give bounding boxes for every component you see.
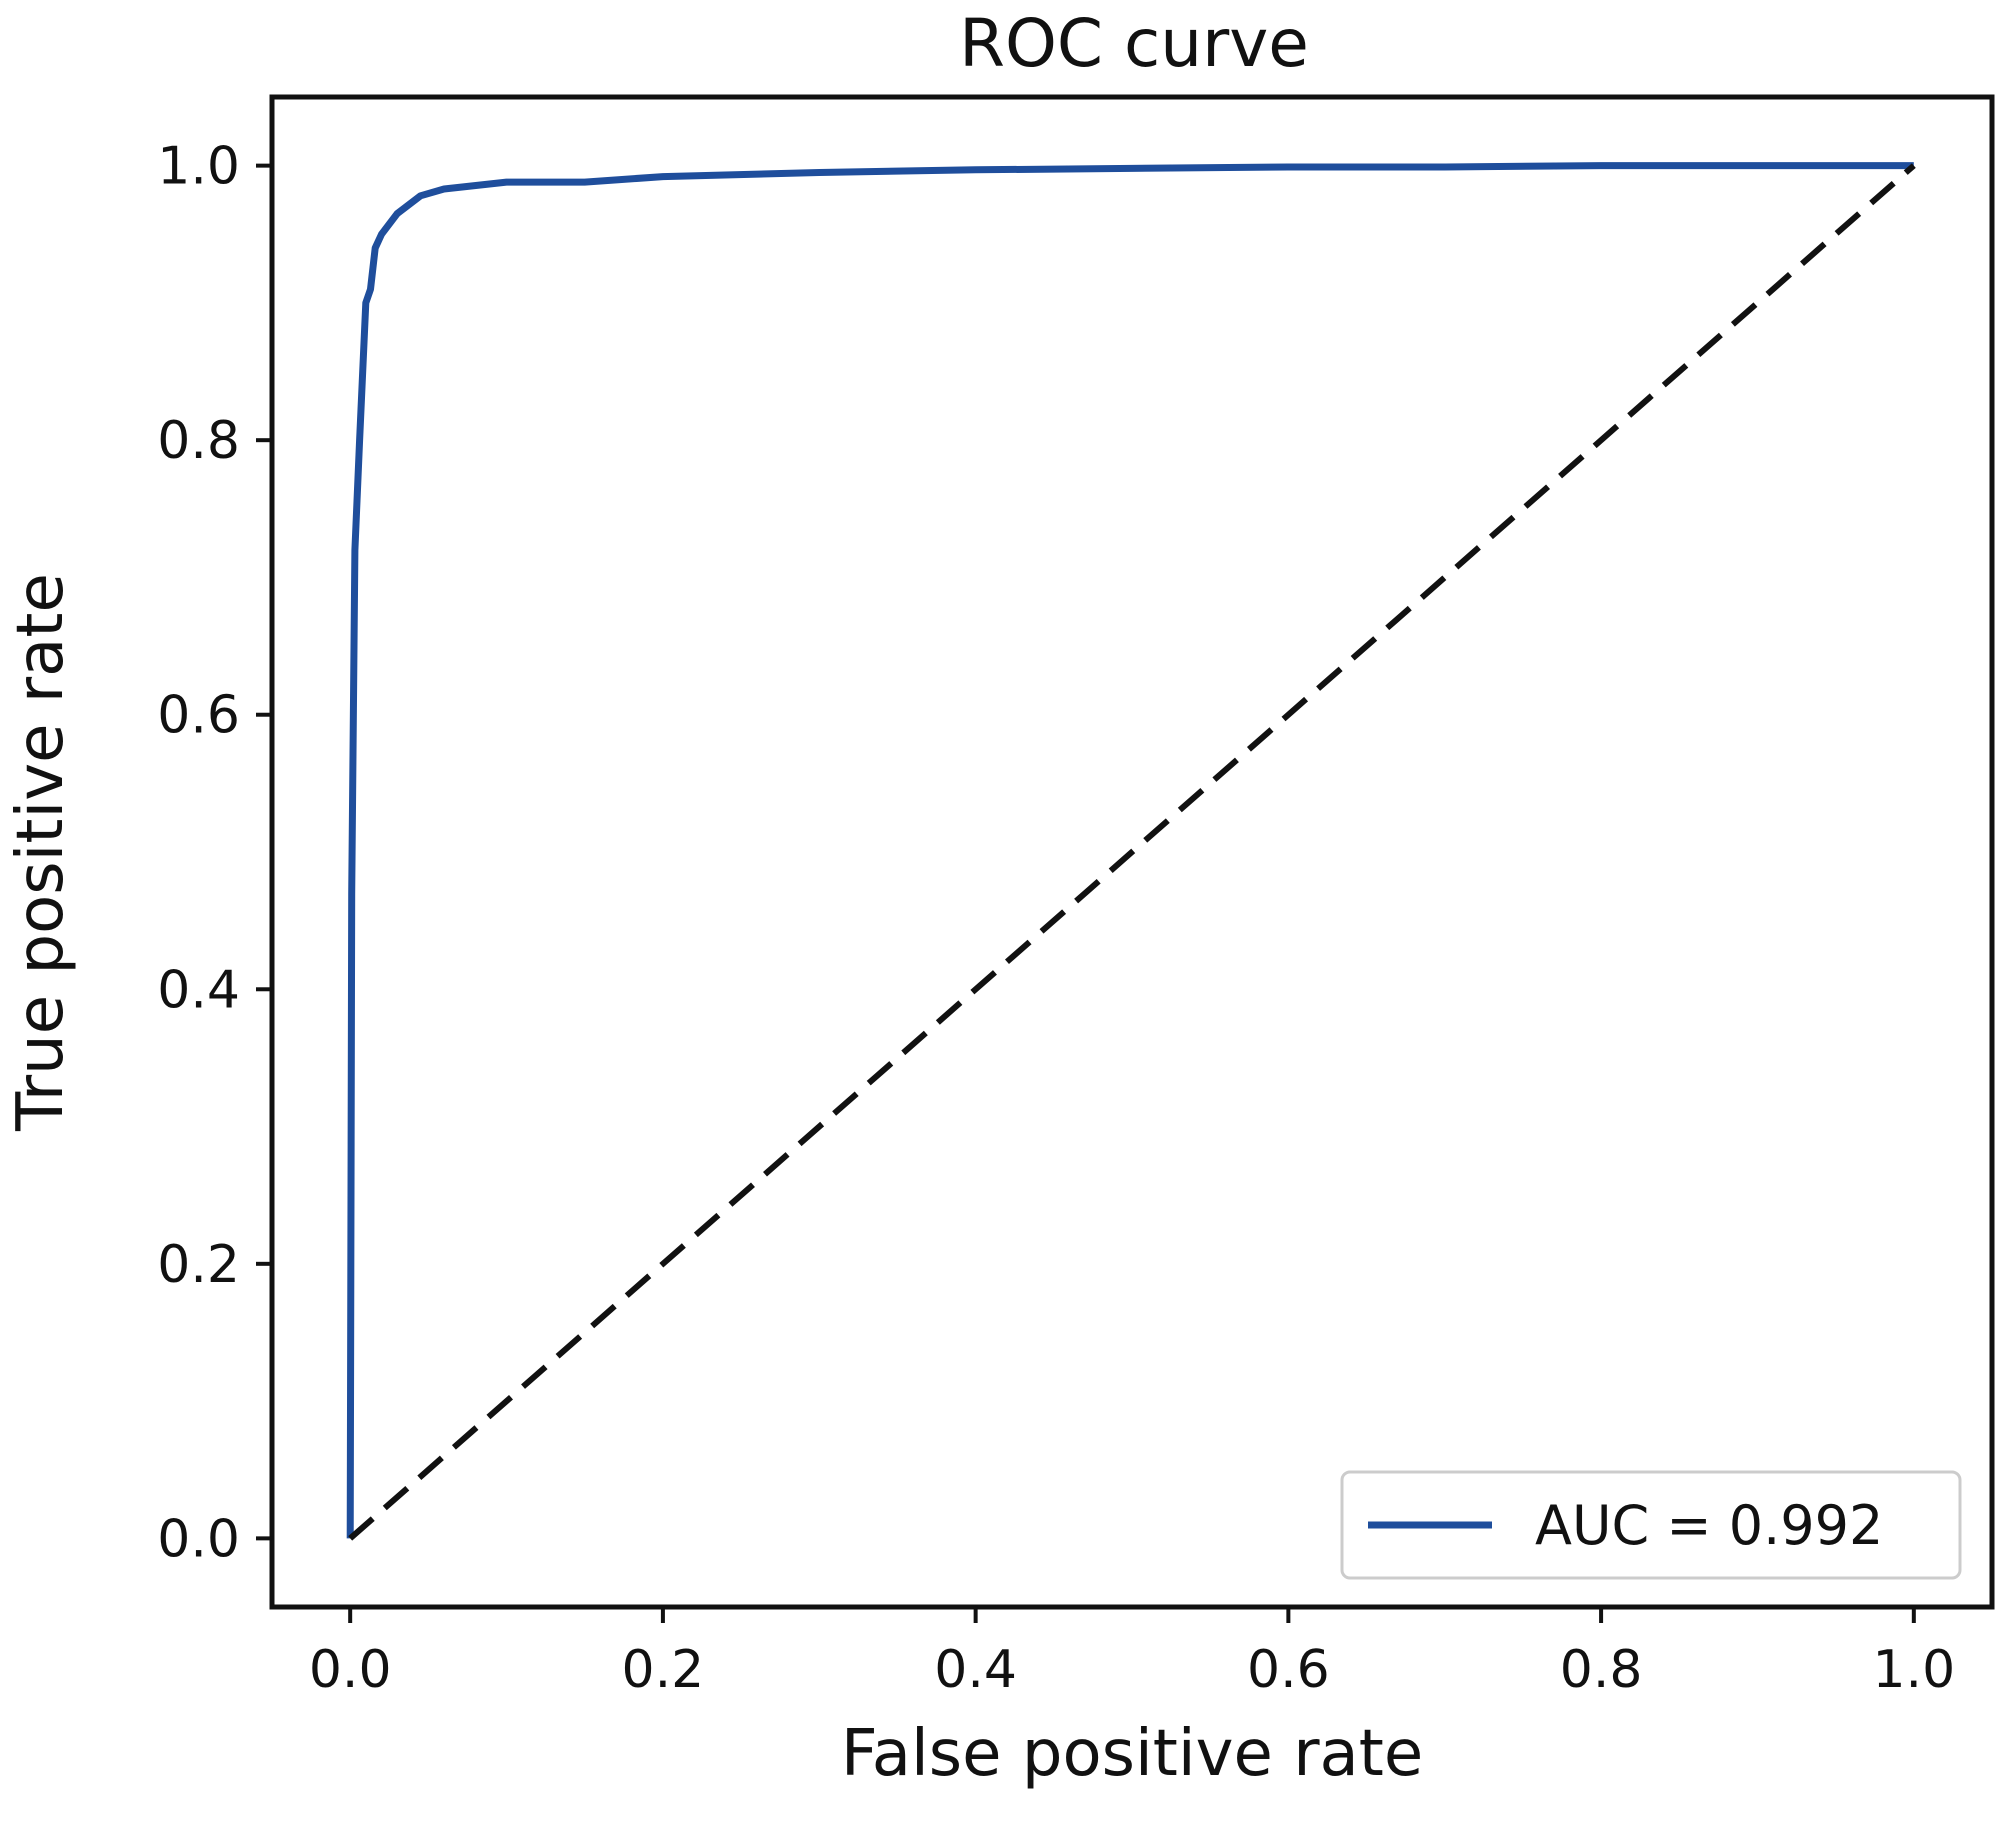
plot-data-layer (346, 162, 1916, 1541)
y-tick-label: 0.2 (157, 1235, 240, 1295)
chart-title: ROC curve (959, 5, 1309, 82)
legend-box (1340, 1470, 1962, 1580)
chance-diagonal-line (348, 163, 1916, 1541)
x-tick-label: 0.4 (934, 1640, 1017, 1700)
legend: AUC = 0.992 (1340, 1470, 1962, 1580)
y-tick-label: 0.0 (157, 1509, 240, 1569)
y-tick-label: 0.8 (157, 411, 240, 471)
y-tick-label: 1.0 (157, 137, 240, 197)
x-tick-label: 0.6 (1247, 1640, 1330, 1700)
y-tick-label: 0.4 (157, 960, 240, 1020)
x-axis-ticks: 0.0 0.2 0.4 0.6 0.8 1.0 (309, 1607, 1955, 1700)
y-tick-label: 0.6 (157, 686, 240, 746)
x-tick-label: 0.0 (309, 1640, 392, 1700)
x-tick-label: 0.8 (1560, 1640, 1643, 1700)
x-tick-label: 0.2 (622, 1640, 705, 1700)
y-axis-ticks: 0.0 0.2 0.4 0.6 0.8 1.0 (157, 137, 272, 1569)
x-axis-label: False positive rate (841, 1717, 1423, 1791)
plot-area-frame (269, 94, 1995, 1610)
y-axis-label: True positive rate (4, 573, 78, 1132)
x-tick-label: 1.0 (1872, 1640, 1955, 1700)
roc-curve-line (346, 162, 1914, 1539)
legend-entry-auc: AUC = 0.992 (1535, 1494, 1883, 1557)
